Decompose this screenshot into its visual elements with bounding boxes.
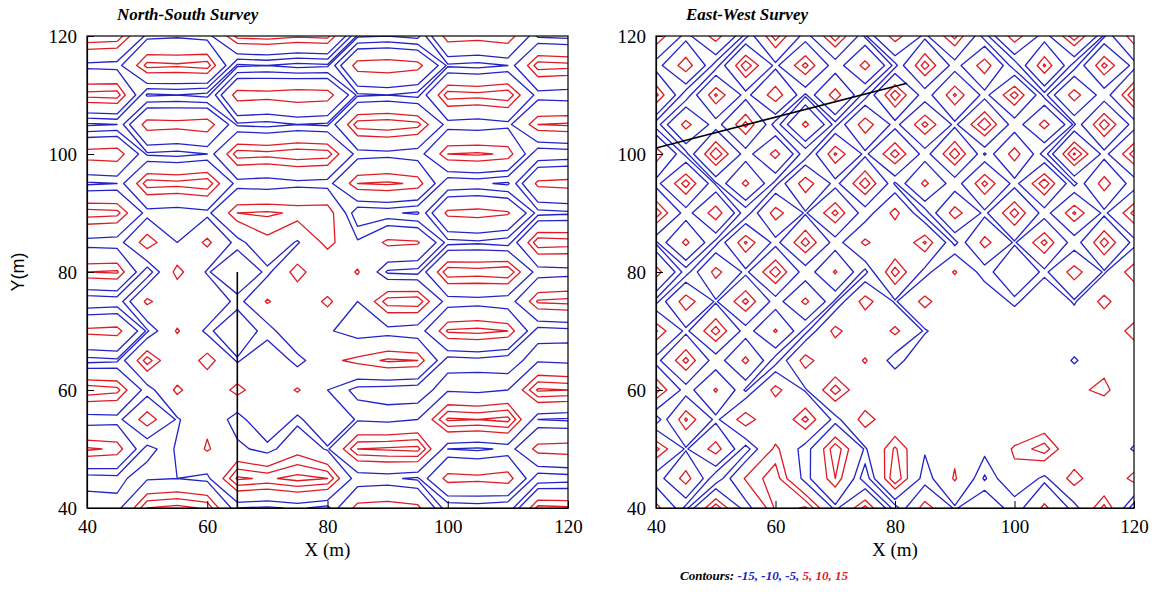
tick: 100	[434, 501, 463, 537]
tick-label: 80	[319, 516, 338, 537]
contour-line	[87, 36, 568, 508]
tick: 120	[554, 501, 583, 537]
x-axis: 40 60 80 100 120	[78, 501, 583, 537]
contour-line	[87, 36, 568, 508]
legend-level: 15	[832, 568, 849, 583]
tick-mark	[1134, 501, 1135, 508]
contour-line	[656, 36, 1134, 508]
legend-level: -15,	[734, 568, 758, 583]
tick: 120	[1120, 501, 1149, 537]
tick-mark	[87, 508, 94, 509]
tick-mark	[87, 272, 94, 273]
tick-label: 80	[58, 262, 77, 283]
contour-line	[656, 36, 1134, 508]
tick-mark	[656, 154, 663, 155]
tick-mark	[895, 501, 896, 508]
tick-label: 80	[886, 516, 905, 537]
tick-label: 120	[1120, 516, 1149, 537]
tick-label: 60	[58, 380, 77, 401]
tick-mark	[328, 501, 329, 508]
tick-label: 100	[1001, 516, 1030, 537]
tick-mark	[656, 390, 663, 391]
panel-title: North-South Survey	[116, 5, 259, 24]
tick: 60	[198, 501, 217, 537]
tick-mark	[207, 501, 208, 508]
contour-line	[87, 36, 568, 508]
tick: 60	[58, 380, 94, 401]
tick-mark	[1015, 501, 1016, 508]
y-axis-title: Y(m)	[8, 253, 28, 292]
tick-label: 120	[618, 26, 647, 47]
tick-mark	[776, 501, 777, 508]
tick-label: 60	[767, 516, 786, 537]
legend-level: -5,	[782, 568, 799, 583]
axis-line	[88, 508, 569, 509]
tick-label: 40	[58, 498, 77, 519]
panel: 40 60 80 100 120 40 60 80 100 120 East-West Survey…	[618, 5, 1149, 561]
x-axis-title: X (m)	[305, 539, 351, 561]
plot-frame	[656, 36, 1134, 508]
contour-line	[87, 36, 568, 508]
tick: 80	[319, 501, 338, 537]
contour-line	[87, 36, 568, 508]
tick: 100	[1001, 501, 1030, 537]
tick: 80	[58, 262, 94, 283]
tick-label: 120	[49, 26, 78, 47]
tick: 120	[618, 26, 664, 47]
plot-area	[87, 36, 568, 508]
survey-line	[237, 272, 239, 508]
tick: 60	[767, 501, 786, 537]
x-axis: 40 60 80 100 120	[647, 501, 1149, 537]
tick-label: 100	[618, 144, 647, 165]
panel-title: East-West Survey	[685, 5, 808, 24]
tick-mark	[656, 508, 663, 509]
contour-line	[656, 36, 1134, 508]
survey-line	[656, 83, 907, 148]
legend-title: Contours:	[680, 568, 734, 583]
legend-level: -10,	[758, 568, 782, 583]
tick-label: 40	[627, 498, 646, 519]
tick-mark	[656, 272, 663, 273]
legend-level: 10,	[812, 568, 832, 583]
tick-label: 80	[627, 262, 646, 283]
tick-label: 100	[49, 144, 78, 165]
tick: 40	[58, 498, 94, 519]
contour-line	[656, 36, 1134, 508]
contour-line	[716, 153, 1076, 508]
tick-label: 40	[647, 516, 666, 537]
tick: 100	[49, 144, 95, 165]
panel: 40 60 80 100 120 40 60 80 100 120 North-South Surv…	[8, 5, 583, 561]
x-axis-title: X (m)	[872, 539, 918, 561]
tick-mark	[656, 36, 663, 37]
contour-line	[87, 36, 568, 508]
legend-level: 5,	[799, 568, 812, 583]
tick-mark	[568, 501, 569, 508]
tick: 120	[49, 26, 95, 47]
y-axis: 40 60 80 100 120	[49, 26, 95, 519]
tick: 40	[627, 498, 663, 519]
tick: 60	[627, 380, 663, 401]
tick-label: 40	[78, 516, 97, 537]
tick-label: 60	[198, 516, 217, 537]
tick: 80	[627, 262, 663, 283]
tick: 80	[886, 501, 905, 537]
contour-legend: Contours: -15, -10, -5, 5, 10, 15	[680, 568, 848, 583]
plot-frame	[87, 36, 568, 508]
tick-label: 60	[627, 380, 646, 401]
chart-root: 40 60 80 100 120 40 60 80 100 120 North-South Surv…	[0, 0, 1156, 594]
axis-line	[657, 508, 1135, 509]
contour-line	[656, 36, 1134, 508]
tick-mark	[87, 390, 94, 391]
tick-mark	[448, 501, 449, 508]
y-axis: 40 60 80 100 120	[618, 26, 664, 519]
tick-label: 120	[554, 516, 583, 537]
plot-area	[656, 36, 1134, 508]
tick-label: 100	[434, 516, 463, 537]
tick-mark	[87, 154, 94, 155]
tick: 100	[618, 144, 664, 165]
tick-mark	[87, 36, 94, 37]
